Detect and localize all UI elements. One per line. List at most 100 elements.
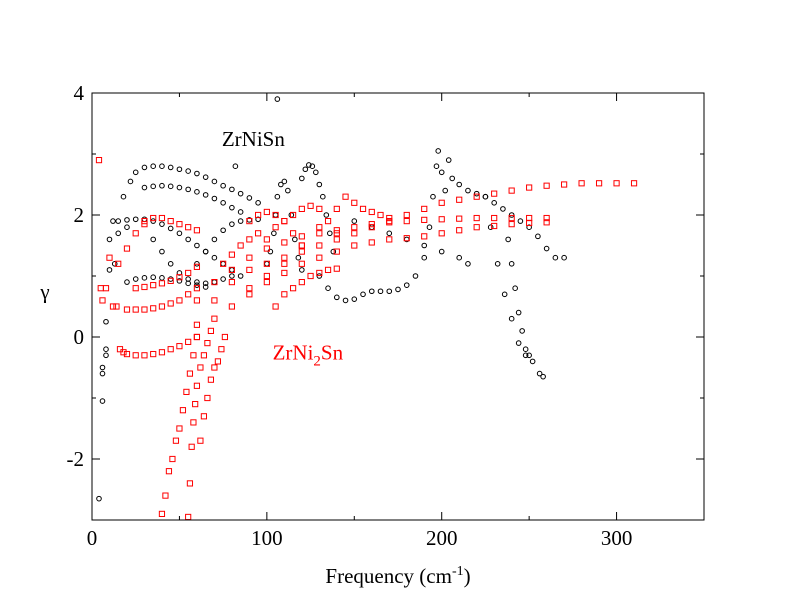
data-point: [351, 296, 358, 302]
x-axis-title-tail: ): [464, 564, 471, 588]
data-point: [237, 190, 244, 197]
data-point: [438, 248, 445, 255]
data-point: [158, 303, 166, 310]
data-point: [529, 358, 536, 365]
data-point: [106, 236, 113, 243]
data-point: [333, 265, 340, 272]
data-point: [501, 291, 508, 298]
data-point: [278, 181, 284, 188]
data-point: [456, 254, 463, 261]
data-point: [123, 306, 131, 313]
data-point: [246, 285, 253, 292]
data-point: [202, 174, 209, 180]
data-point: [141, 283, 148, 291]
data-point: [543, 214, 550, 222]
data-point: [333, 248, 340, 255]
data-point: [150, 214, 157, 222]
data-point: [120, 349, 127, 356]
data-point: [159, 182, 165, 189]
data-point: [229, 186, 235, 193]
series-label-zrni2sn: ZrNi2Sn: [273, 340, 344, 369]
data-point: [263, 272, 270, 280]
data-point: [159, 163, 165, 169]
data-point: [167, 300, 174, 307]
data-point: [395, 286, 401, 293]
data-point: [246, 291, 253, 298]
data-point: [313, 169, 319, 176]
data-point: [211, 195, 218, 202]
data-point: [186, 480, 194, 487]
data-point: [186, 370, 194, 377]
data-point: [255, 211, 262, 219]
data-point: [99, 398, 106, 404]
data-point: [193, 285, 201, 292]
data-point: [197, 364, 204, 371]
data-point: [150, 274, 156, 281]
series-label-zrni2sn-tail: Sn: [321, 340, 344, 364]
series-label-zrni2sn-main: ZrNi: [273, 340, 314, 364]
data-point: [263, 260, 270, 267]
data-point: [333, 230, 340, 237]
data-point: [123, 245, 131, 252]
data-point: [141, 352, 148, 359]
data-point: [543, 245, 550, 252]
data-point: [274, 96, 281, 102]
data-point: [368, 221, 375, 228]
x-tick-label: 200: [426, 526, 458, 550]
data-point: [327, 230, 333, 237]
data-point: [141, 275, 148, 281]
data-point: [141, 184, 148, 191]
data-point: [111, 261, 118, 267]
data-point: [158, 214, 166, 222]
data-point: [306, 162, 312, 168]
data-point: [263, 279, 270, 286]
data-point: [172, 437, 180, 444]
data-point: [207, 327, 215, 334]
data-point: [333, 236, 340, 243]
data-point: [517, 218, 524, 224]
data-point: [508, 221, 515, 228]
data-point: [176, 425, 183, 432]
data-point: [150, 236, 156, 243]
data-point: [193, 382, 201, 389]
data-point: [229, 204, 235, 211]
data-point: [103, 318, 109, 325]
data-point: [377, 211, 384, 219]
data-point: [403, 211, 410, 219]
data-point: [316, 269, 323, 277]
data-point: [438, 230, 445, 237]
data-point: [185, 269, 192, 277]
data-point: [176, 297, 183, 304]
data-point: [202, 280, 209, 287]
data-point: [536, 370, 543, 377]
data-point: [263, 236, 270, 243]
data-point: [449, 175, 456, 182]
data-point: [456, 196, 463, 203]
data-point: [522, 352, 529, 359]
data-point: [578, 180, 585, 187]
data-point: [430, 193, 436, 200]
data-point: [324, 266, 332, 273]
x-axis-title: Frequency (cm-1): [325, 564, 470, 588]
data-point: [102, 285, 110, 292]
data-point: [211, 364, 218, 371]
data-point: [96, 495, 102, 502]
data-point: [299, 267, 305, 273]
data-point: [228, 266, 235, 273]
x-tick-label: 300: [601, 526, 633, 550]
data-point: [491, 200, 497, 206]
data-point: [228, 279, 235, 286]
series-zrni2sn: [95, 157, 638, 521]
data-point: [289, 285, 297, 292]
data-point: [281, 269, 288, 277]
data-point: [442, 187, 449, 194]
data-point: [526, 224, 532, 230]
data-point: [323, 212, 330, 218]
data-point: [185, 168, 191, 174]
data-point: [368, 208, 375, 216]
y-tick-label: 2: [74, 203, 85, 227]
data-point: [176, 221, 183, 228]
data-point: [228, 251, 235, 258]
data-point: [289, 230, 297, 237]
